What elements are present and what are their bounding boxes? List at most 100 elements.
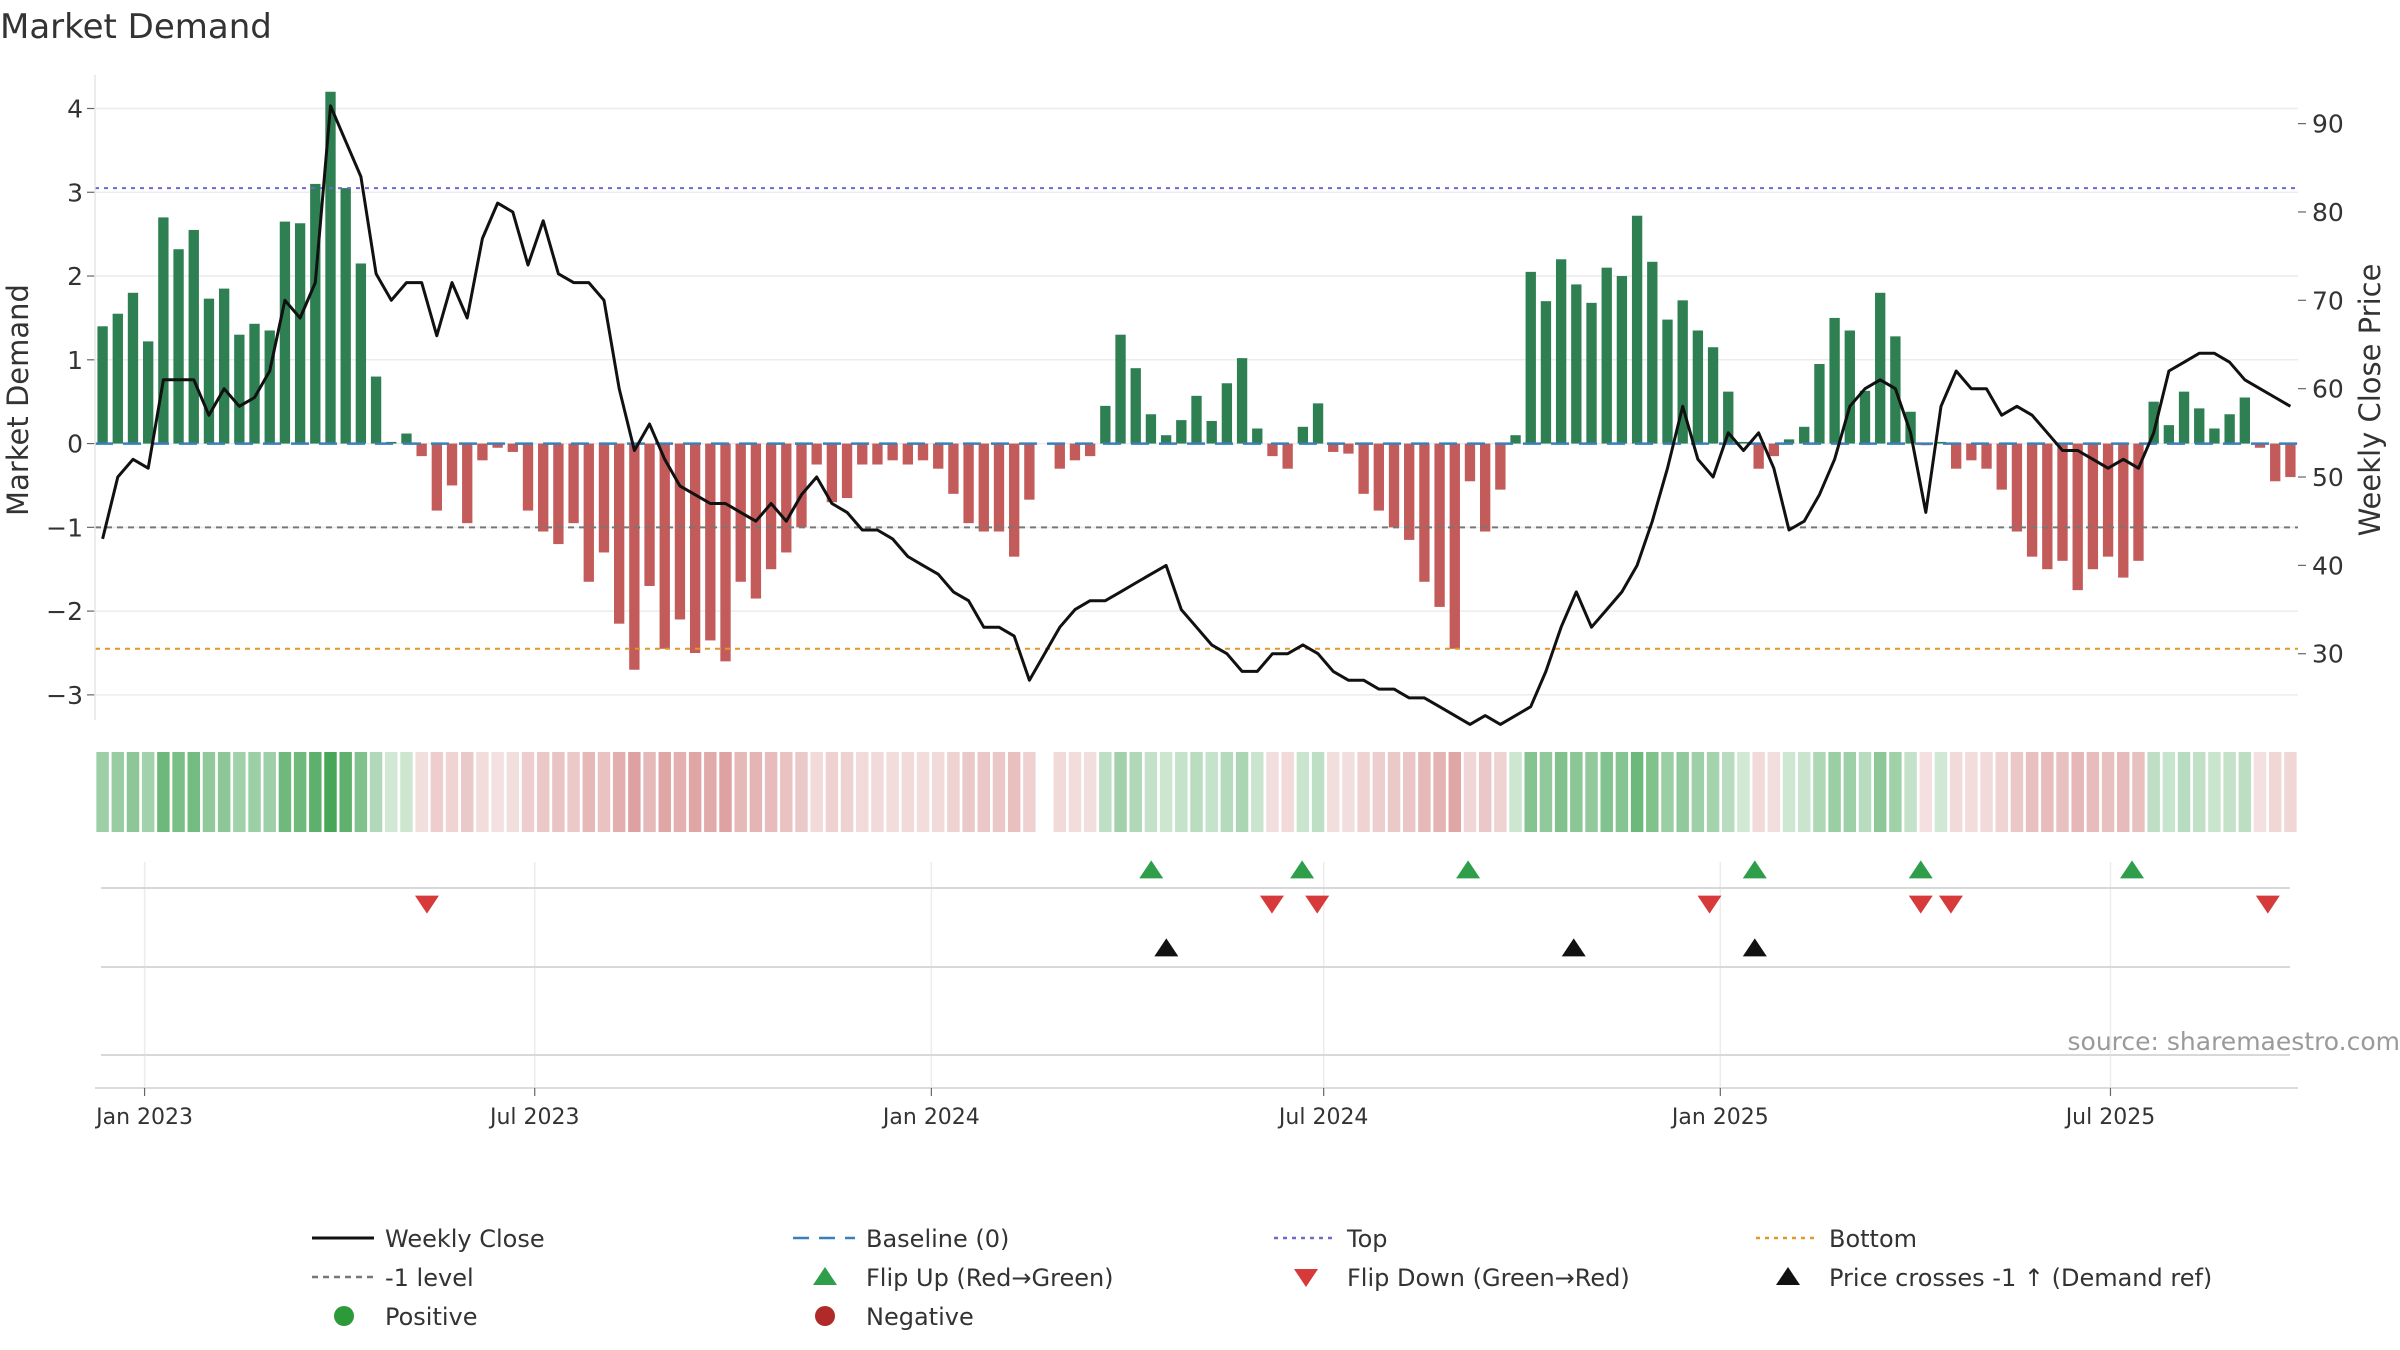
heat-cell	[1099, 752, 1112, 832]
y-tick-label: −2	[46, 597, 83, 626]
heat-cell	[1570, 752, 1583, 832]
x-tick-label: Jan 2025	[1670, 1105, 1769, 1130]
demand-bar-positive	[2209, 428, 2220, 444]
heat-cell	[704, 752, 717, 832]
demand-bar-positive	[1814, 363, 1825, 444]
demand-bar-positive	[1571, 284, 1582, 444]
flip-up-marker	[1139, 860, 1164, 879]
reference-lines	[95, 187, 2298, 650]
heat-cell	[1114, 752, 1127, 832]
demand-bar-negative	[1480, 443, 1491, 532]
demand-bar-positive	[173, 249, 184, 444]
x-axis: Jan 2023 Jul 2023 Jan 2024 Jul 2024 Jan 2025…	[94, 1087, 2298, 1130]
heat-cell	[2208, 752, 2221, 832]
demand-bar-negative	[2011, 443, 2023, 532]
heat-cell	[2268, 752, 2282, 832]
demand-bar-negative	[2102, 443, 2114, 557]
demand-bar-positive	[127, 292, 139, 444]
legend-item: Bottom	[1756, 1225, 1917, 1253]
price-cross-marker	[1742, 938, 1767, 957]
demand-bar-negative	[1404, 443, 1415, 540]
demand-bar-positive	[1647, 261, 1658, 444]
demand-bar-positive	[2194, 408, 2205, 444]
demand-bar-negative	[538, 443, 549, 532]
demand-bar-negative	[1966, 443, 1977, 461]
heat-cell	[1934, 752, 1948, 832]
demand-bar-negative	[978, 443, 989, 532]
flip-down-marker	[1305, 895, 1330, 914]
y-tick-label: −1	[46, 513, 83, 542]
heat-cell	[628, 752, 641, 832]
demand-bar-negative	[2118, 443, 2129, 578]
demand-bar-positive	[1586, 302, 1597, 444]
demand-bar-positive	[1631, 215, 1643, 444]
heat-cell	[658, 752, 671, 832]
demand-bar-negative	[507, 443, 518, 452]
heat-cell	[2223, 752, 2236, 832]
demand-bar-positive	[218, 288, 230, 444]
demand-bar-positive	[1738, 441, 1749, 444]
heat-cell	[2162, 752, 2176, 832]
heat-cell	[1706, 752, 1720, 832]
demand-bar-positive	[1130, 368, 1141, 444]
flip-down-marker	[414, 895, 439, 914]
heat-cell	[1585, 752, 1598, 832]
demand-bar-positive	[1677, 300, 1688, 444]
x-tick-label: Jan 2023	[94, 1105, 193, 1130]
heat-cell	[1235, 752, 1249, 832]
demand-bar-negative	[2270, 443, 2281, 482]
heat-cell	[2010, 752, 2024, 832]
heat-cell	[1251, 752, 1264, 832]
demand-bar-positive	[1297, 426, 1309, 444]
demand-bar-negative	[993, 443, 1005, 532]
heat-cell	[2025, 752, 2039, 832]
heat-cell	[1281, 752, 1294, 832]
legend-item: Flip Down (Green→Red)	[1294, 1264, 1630, 1292]
heat-cell	[141, 752, 155, 832]
legend-label: Flip Down (Green→Red)	[1347, 1264, 1630, 1292]
demand-bar-positive	[1707, 347, 1719, 444]
heat-cell	[187, 752, 200, 832]
x-tick-label: Jul 2024	[1277, 1105, 1369, 1130]
demand-bar-positive	[249, 323, 260, 444]
heat-cell	[248, 752, 261, 832]
heat-cell	[476, 752, 489, 832]
demand-bar-negative	[522, 443, 534, 511]
heat-cell	[1752, 752, 1765, 832]
heat-cell	[1995, 752, 2008, 832]
y2-tick-label: 60	[2312, 375, 2344, 404]
heat-cell	[309, 752, 322, 832]
demand-bar-positive	[1206, 420, 1217, 444]
heat-cell	[1797, 752, 1811, 832]
legend: Weekly Close Baseline (0) Top Bottom -1 leve…	[312, 1225, 2212, 1331]
demand-bar-positive	[158, 217, 169, 444]
demand-bar-negative	[705, 443, 716, 641]
heat-cell	[1980, 752, 1993, 832]
demand-bar-positive	[1525, 271, 1536, 444]
price-cross-marker	[1561, 938, 1586, 957]
price-cross-marker	[1154, 938, 1179, 957]
heat-cell	[871, 752, 884, 832]
demand-bar-negative	[1373, 443, 1384, 511]
heat-cell	[1965, 752, 1978, 832]
heat-cell	[324, 752, 337, 832]
heat-cell	[233, 752, 246, 832]
heat-cell	[2041, 752, 2054, 832]
heat-cell	[400, 752, 413, 832]
heat-cell	[2086, 752, 2100, 832]
heat-cell	[1524, 752, 1537, 832]
demand-bar-negative	[781, 443, 792, 553]
legend-swatch-circle	[334, 1306, 354, 1326]
heat-cell	[1919, 752, 1932, 832]
heat-cell	[1554, 752, 1568, 832]
demand-bar-positive	[1859, 390, 1871, 444]
legend-item: Positive	[334, 1303, 478, 1331]
heat-cell	[552, 752, 565, 832]
demand-bar-negative	[720, 443, 731, 662]
heat-cell	[369, 752, 383, 832]
source-credit: source: sharemaestro.com	[2068, 1027, 2400, 1056]
heat-cell	[293, 752, 307, 832]
legend-swatch-triangle-down	[1294, 1269, 1318, 1287]
heat-cell	[157, 752, 170, 832]
demand-bar-positive	[234, 334, 245, 444]
